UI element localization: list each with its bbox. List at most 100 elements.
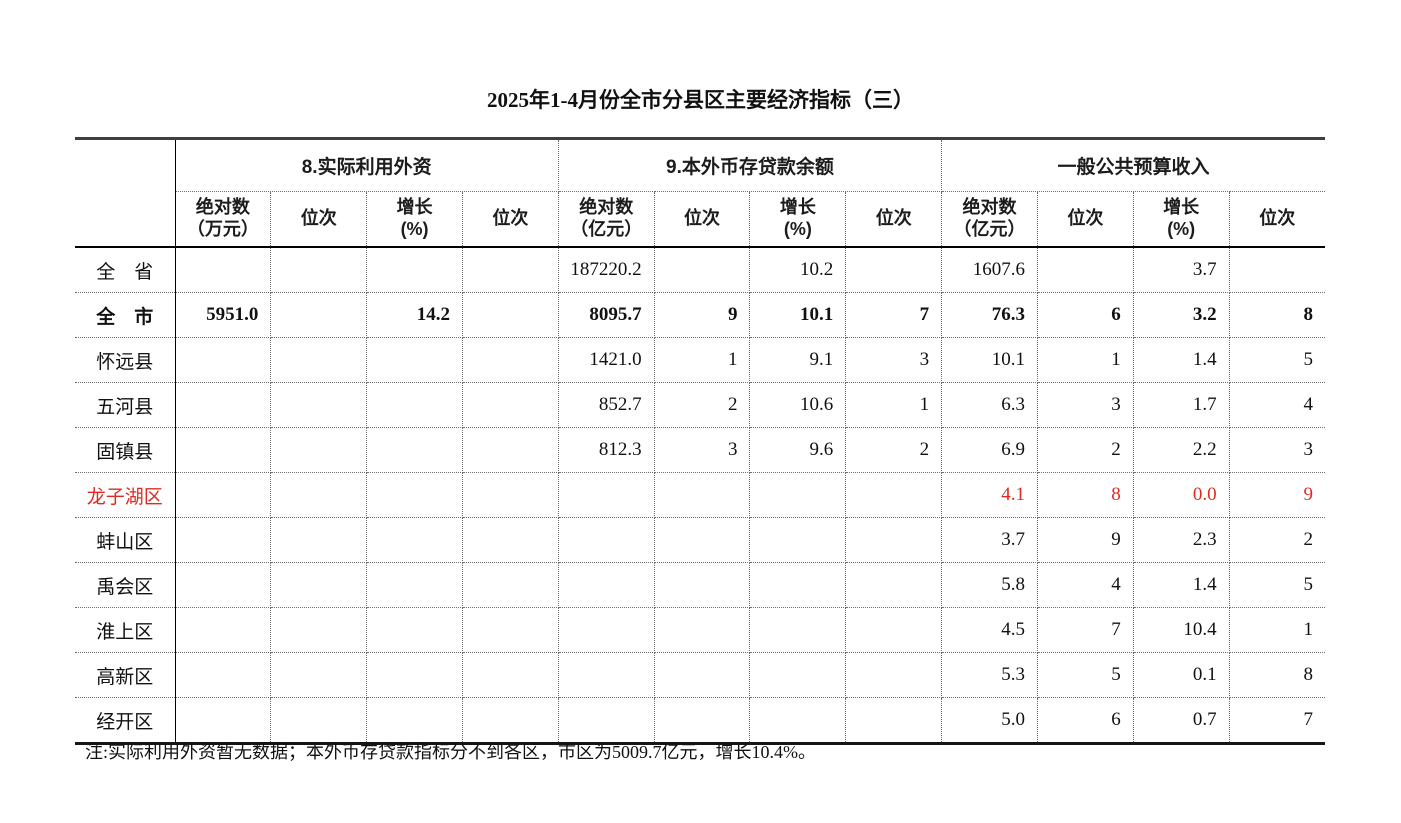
cell: [557, 607, 655, 653]
cell: [174, 652, 272, 698]
cell: 1: [845, 382, 943, 428]
table-header: 8.实际利用外资 9.本外币存贷款余额 一般公共预算收入 绝对数 （万元） 位次 增长 (%)…: [75, 138, 1325, 248]
cell: [653, 517, 751, 563]
corner-cell: [75, 138, 176, 248]
cell: [461, 427, 559, 473]
cell: [845, 652, 943, 698]
cell: 9.1: [749, 337, 847, 383]
cell: [174, 382, 272, 428]
cell: 6.3: [941, 382, 1038, 428]
column-subheader: 位次: [461, 191, 559, 248]
cell: 3: [1036, 382, 1134, 428]
cell: [461, 562, 559, 608]
cell: 2: [653, 382, 751, 428]
cell: [174, 472, 272, 518]
row-label: 淮上区: [75, 607, 176, 653]
cell: 10.2: [749, 246, 847, 293]
column-subheader: 位次: [653, 191, 751, 248]
column-subheader: 绝对数 （万元）: [174, 191, 272, 248]
cell: 1: [1036, 337, 1134, 383]
cell: [749, 562, 847, 608]
cell: 1421.0: [557, 337, 655, 383]
cell: 3: [653, 427, 751, 473]
column-subheader: 位次: [1036, 191, 1134, 248]
cell: [557, 697, 655, 744]
cell: 6.9: [941, 427, 1038, 473]
cell: [749, 607, 847, 653]
cell: [270, 472, 368, 518]
cell: 2.3: [1132, 517, 1230, 563]
cell: [461, 697, 559, 744]
cell: 8: [1228, 652, 1325, 698]
cell: [653, 697, 751, 744]
table-row: 龙子湖区 4.1 8 0.0 9: [75, 472, 1325, 518]
cell: 5: [1228, 337, 1325, 383]
row-label: 五河县: [75, 382, 176, 428]
cell: [557, 472, 655, 518]
table-row: 固镇县 812.3 3 9.6 2 6.9 2 2.2 3: [75, 427, 1325, 473]
cell: 9: [1036, 517, 1134, 563]
cell: 0.1: [1132, 652, 1230, 698]
cell: [1228, 246, 1325, 293]
cell: 4.1: [941, 472, 1038, 518]
cell: [845, 246, 943, 293]
cell: [461, 292, 559, 338]
cell: [174, 427, 272, 473]
cell: [174, 246, 272, 293]
cell: 852.7: [557, 382, 655, 428]
cell: 5.0: [941, 697, 1038, 744]
cell: 9.6: [749, 427, 847, 473]
cell: [749, 517, 847, 563]
cell: 8: [1036, 472, 1134, 518]
column-subheader: 绝对数 （亿元）: [557, 191, 655, 248]
row-label: 怀远县: [75, 337, 176, 383]
table-row: 禹会区 5.8 4 1.4 5: [75, 562, 1325, 608]
cell: 76.3: [941, 292, 1038, 338]
cell: 1.7: [1132, 382, 1230, 428]
cell: 3.7: [1132, 246, 1230, 293]
cell: 2: [1228, 517, 1325, 563]
table-row: 全 省 187220.2 10.2 1607.6 3.7: [75, 246, 1325, 293]
cell: [557, 517, 655, 563]
cell: 0.0: [1132, 472, 1230, 518]
cell: 3.2: [1132, 292, 1230, 338]
cell: [270, 562, 368, 608]
cell: [557, 652, 655, 698]
cell: 9: [653, 292, 751, 338]
cell: 5: [1036, 652, 1134, 698]
group-header-row: 8.实际利用外资 9.本外币存贷款余额 一般公共预算收入: [75, 138, 1325, 248]
cell: [270, 337, 368, 383]
table-row: 淮上区 4.5 7 10.4 1: [75, 607, 1325, 653]
cell: [653, 652, 751, 698]
cell: [366, 472, 463, 518]
cell: 4: [1036, 562, 1134, 608]
cell: [366, 562, 463, 608]
table-row: 蚌山区 3.7 9 2.3 2: [75, 517, 1325, 563]
cell: [461, 472, 559, 518]
column-subheader: 位次: [845, 191, 943, 248]
cell: 10.1: [941, 337, 1038, 383]
cell: 5: [1228, 562, 1325, 608]
row-label: 蚌山区: [75, 517, 176, 563]
table-row: 高新区 5.3 5 0.1 8: [75, 652, 1325, 698]
cell: 2.2: [1132, 427, 1230, 473]
table-row: 全 市 5951.0 14.2 8095.7 9 10.1 7 76.3 6 3.2 8: [75, 292, 1325, 338]
column-subheader: 绝对数 （亿元）: [941, 191, 1038, 248]
cell: [461, 246, 559, 293]
cell: [845, 607, 943, 653]
cell: [270, 382, 368, 428]
cell: 10.6: [749, 382, 847, 428]
table-body: 全 省 187220.2 10.2 1607.6 3.7 全 市 5951.0 14.2 809…: [75, 246, 1325, 744]
cell: 1.4: [1132, 562, 1230, 608]
cell: [845, 562, 943, 608]
column-subheader: 增长 (%): [1132, 191, 1230, 248]
cell: 10.1: [749, 292, 847, 338]
column-subheader: 增长 (%): [749, 191, 847, 248]
economic-indicators-table: 8.实际利用外资 9.本外币存贷款余额 一般公共预算收入 绝对数 （万元） 位次 增长 (%)…: [75, 137, 1325, 745]
cell: 2: [845, 427, 943, 473]
cell: 9: [1228, 472, 1325, 518]
cell: [366, 337, 463, 383]
cell: 2: [1036, 427, 1134, 473]
cell: [174, 607, 272, 653]
column-group-header: 9.本外币存贷款余额: [557, 138, 943, 192]
